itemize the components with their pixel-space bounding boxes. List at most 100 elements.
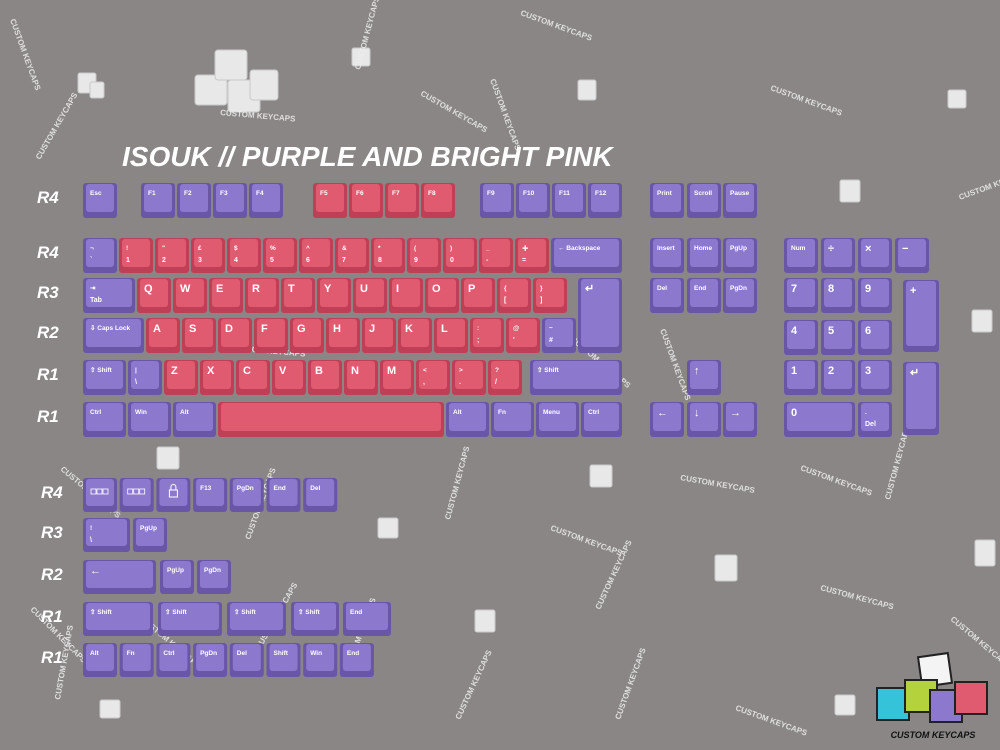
key-label: > xyxy=(459,367,463,374)
key-label: ⇧ Shift xyxy=(90,366,113,374)
key: ↵ xyxy=(578,278,622,353)
key-face xyxy=(787,279,815,307)
key: {[ xyxy=(497,278,531,313)
key-face xyxy=(518,239,546,267)
key-label: PgUp xyxy=(140,525,157,532)
key-face xyxy=(824,239,852,267)
key-sublabel: 0 xyxy=(450,257,454,264)
key: += xyxy=(515,238,549,273)
key-icon xyxy=(102,488,109,495)
key-face xyxy=(824,279,852,307)
key-face xyxy=(257,319,285,347)
key-label: L xyxy=(441,323,448,335)
key-label: " xyxy=(162,245,165,252)
key-face xyxy=(232,644,261,671)
key-face xyxy=(316,184,344,212)
key-label: 2 xyxy=(828,365,834,377)
key-face xyxy=(787,361,815,389)
key-face xyxy=(591,184,619,212)
key-label: . xyxy=(865,409,867,416)
key-label: Esc xyxy=(90,190,102,197)
row-label: R4 xyxy=(41,483,63,502)
key-label: Ctrl xyxy=(588,409,599,416)
key: £3 xyxy=(191,238,225,273)
key-face xyxy=(347,361,375,389)
key-label: ⇧ Shift xyxy=(298,608,321,616)
key: Alt xyxy=(173,402,216,437)
key: . Del xyxy=(858,402,892,437)
key-face xyxy=(787,403,852,431)
key: 0 xyxy=(784,402,855,437)
key: O xyxy=(425,278,459,313)
key-face xyxy=(212,279,240,307)
key-label: ⇧ Shift xyxy=(165,608,188,616)
key-face xyxy=(533,361,619,389)
key-label: £ xyxy=(198,245,202,252)
key-label: Shift xyxy=(274,650,289,657)
row-label: R1 xyxy=(37,407,59,426)
key: ← xyxy=(83,560,156,594)
key-sublabel: \ xyxy=(90,537,92,544)
key-label: F4 xyxy=(256,190,264,197)
key: F12 xyxy=(588,183,622,218)
key-face xyxy=(346,603,388,630)
key-label: ⇥ xyxy=(90,285,96,292)
key: E xyxy=(209,278,243,313)
key-face xyxy=(196,479,225,506)
key: ÷ xyxy=(821,238,855,273)
key-face xyxy=(365,319,393,347)
key-label: Del xyxy=(310,485,320,492)
key-face xyxy=(906,363,936,429)
key-label: Fn xyxy=(127,650,135,657)
key: 4 xyxy=(784,320,818,355)
key-label: R xyxy=(252,283,260,295)
key-label: − xyxy=(902,243,908,255)
key-face xyxy=(419,361,447,389)
key-face xyxy=(122,644,151,671)
key: F7 xyxy=(385,183,419,218)
key-label: ? xyxy=(495,367,499,374)
key-label: % xyxy=(270,245,276,252)
key-label: W xyxy=(180,283,191,295)
key-face xyxy=(216,184,244,212)
key-label: ! xyxy=(126,245,128,252)
key: D xyxy=(218,318,252,353)
key: ⇧ Shift xyxy=(530,360,622,395)
key-label: { xyxy=(504,285,507,292)
key-label: Win xyxy=(135,409,147,416)
key: 3 xyxy=(858,360,892,395)
key-label: ^ xyxy=(306,244,310,252)
key-face xyxy=(424,184,452,212)
key-face xyxy=(861,361,889,389)
key: <, xyxy=(416,360,450,395)
row-label: R1 xyxy=(41,607,63,626)
key: Insert xyxy=(650,238,684,273)
key: − xyxy=(895,238,929,273)
key: PgDn xyxy=(197,560,231,594)
key: Print xyxy=(650,183,684,218)
key-face xyxy=(410,239,438,267)
logo: CUSTOM KEYCAPS xyxy=(876,651,988,740)
key-sublabel: # xyxy=(549,337,553,344)
key-face xyxy=(180,184,208,212)
key-label: ⇧ Shift xyxy=(537,366,560,374)
key: End xyxy=(343,602,391,636)
key-label: Scroll xyxy=(694,190,712,197)
key-face xyxy=(86,319,141,347)
key-face xyxy=(545,319,573,347)
key-face xyxy=(306,644,335,671)
key: &7 xyxy=(335,238,369,273)
key xyxy=(156,478,191,512)
key-label: PgDn xyxy=(730,285,747,292)
key-label: H xyxy=(333,323,341,335)
key: Menu xyxy=(536,402,579,437)
key-face xyxy=(653,279,681,307)
key-face xyxy=(86,239,114,267)
key-face xyxy=(86,403,123,431)
key-label: + xyxy=(522,243,528,255)
key-label: N xyxy=(351,365,359,377)
key: S xyxy=(182,318,216,353)
key-sublabel: - xyxy=(486,257,489,264)
key-sublabel: ` xyxy=(90,257,92,264)
key-face xyxy=(581,279,619,347)
